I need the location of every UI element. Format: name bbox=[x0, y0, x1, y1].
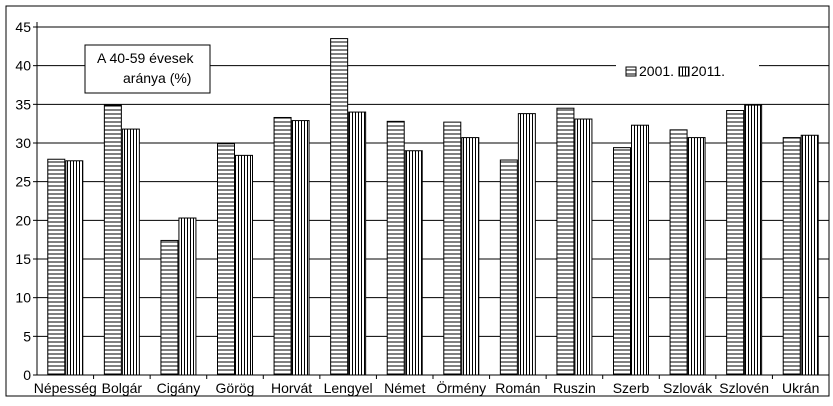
bar-2001-0 bbox=[47, 158, 66, 376]
y-tick-label: 45 bbox=[15, 19, 31, 35]
bar-2001-7 bbox=[443, 121, 462, 376]
bar-2001-9 bbox=[556, 107, 575, 376]
bar-2001-8 bbox=[499, 159, 518, 376]
y-tick-label: 35 bbox=[15, 96, 31, 112]
x-tick-label: Szlovák bbox=[663, 380, 713, 396]
bar-2011-9 bbox=[574, 118, 593, 376]
x-tick-label: Cigány bbox=[157, 380, 201, 396]
x-tick-label: Szlovén bbox=[719, 380, 769, 396]
bar-2011-7 bbox=[461, 137, 480, 376]
bar-2011-4 bbox=[291, 120, 310, 376]
y-tick-label: 15 bbox=[15, 251, 31, 267]
annotation-line-2: aránya (%) bbox=[123, 70, 191, 86]
y-tick-label: 40 bbox=[15, 58, 31, 74]
x-tick-label: Népesség bbox=[34, 380, 97, 396]
bar-2011-3 bbox=[235, 154, 253, 376]
bar-2011-13 bbox=[800, 134, 819, 376]
x-tick-label: Lengyel bbox=[324, 380, 373, 396]
x-tick-label: Román bbox=[495, 380, 540, 396]
bar-2011-6 bbox=[404, 150, 423, 376]
bar-2011-8 bbox=[517, 113, 536, 376]
y-tick-label: 30 bbox=[15, 135, 31, 151]
bar-2011-12 bbox=[744, 104, 763, 376]
bar-2001-10 bbox=[613, 147, 631, 376]
bar-2011-0 bbox=[65, 160, 84, 376]
x-tick-label: Görög bbox=[216, 380, 255, 396]
legend-swatch-2011 bbox=[678, 66, 690, 77]
bar-2011-11 bbox=[687, 137, 706, 376]
x-tick-label: Bolgár bbox=[102, 380, 143, 396]
bar-2001-11 bbox=[669, 129, 688, 376]
bar-2001-3 bbox=[217, 143, 235, 376]
x-tick-label: Ruszin bbox=[553, 380, 596, 396]
annotation-box: A 40-59 évesek aránya (%) bbox=[84, 44, 211, 94]
bar-2011-10 bbox=[631, 124, 649, 376]
legend-swatch-2001 bbox=[625, 66, 637, 77]
x-tick-label: Ukrán bbox=[782, 380, 819, 396]
bar-2001-4 bbox=[273, 116, 292, 376]
y-tick-label: 20 bbox=[15, 212, 31, 228]
bar-2001-2 bbox=[160, 239, 179, 376]
annotation-line-1: A 40-59 évesek bbox=[97, 50, 195, 66]
legend-label-2001: 2001. bbox=[639, 63, 674, 79]
y-tick-label: 25 bbox=[15, 174, 31, 190]
bar-2001-1 bbox=[103, 104, 122, 376]
legend-label-2011: 2011. bbox=[691, 63, 725, 79]
y-tick-label: 10 bbox=[15, 290, 31, 306]
y-tick-label: 5 bbox=[23, 328, 31, 344]
bar-2001-12 bbox=[726, 110, 745, 376]
bar-2011-1 bbox=[121, 128, 140, 376]
bar-2011-5 bbox=[348, 111, 367, 376]
x-tick-label: Német bbox=[384, 380, 425, 396]
x-tick-label: Örmény bbox=[436, 379, 486, 396]
bar-2001-13 bbox=[782, 137, 801, 376]
bar-2001-6 bbox=[386, 120, 405, 376]
y-tick-label: 0 bbox=[23, 367, 31, 383]
bar-2011-2 bbox=[178, 217, 197, 376]
chart-outer-border bbox=[5, 5, 830, 397]
x-tick-label: Horvát bbox=[271, 380, 312, 396]
x-tick-label: Szerb bbox=[613, 380, 650, 396]
bar-2001-5 bbox=[330, 38, 349, 376]
legend: 2001. 2011. bbox=[616, 54, 759, 92]
